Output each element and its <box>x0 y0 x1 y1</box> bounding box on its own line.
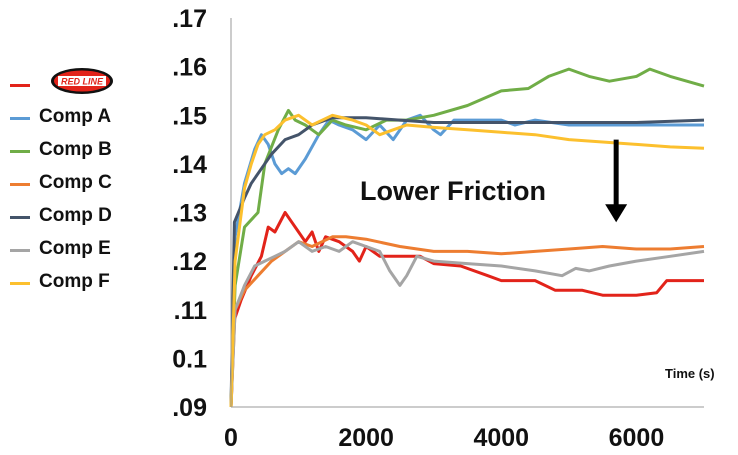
svg-text:RED LINE: RED LINE <box>61 77 104 87</box>
red-line-logo: RED LINE <box>51 68 113 94</box>
legend-label: Comp C <box>39 172 112 193</box>
lower-friction-arrow <box>605 139 628 223</box>
y-tick-label: .11 <box>174 297 207 325</box>
x-tick-label: 0 <box>224 424 238 452</box>
legend-label: Comp B <box>39 139 112 160</box>
series-line-redline <box>229 211 704 408</box>
legend-swatch <box>10 216 30 219</box>
x-tick-label: 6000 <box>609 424 665 452</box>
y-tick-label: .17 <box>172 5 207 33</box>
x-tick-label: 4000 <box>473 424 529 452</box>
series-line-comp-c <box>229 235 705 408</box>
legend-label: Comp A <box>39 106 112 127</box>
arrow-head <box>605 204 628 223</box>
x-tick-label: 2000 <box>338 424 394 452</box>
legend-swatch <box>10 249 30 252</box>
legend-swatch <box>10 183 30 186</box>
series-line-comp-a <box>229 113 704 408</box>
legend-swatch <box>10 84 30 87</box>
series-lines <box>229 67 705 408</box>
y-tick-label: .14 <box>172 151 207 179</box>
legend-label: Comp E <box>39 238 111 259</box>
y-tick-label: .15 <box>172 102 207 130</box>
y-tick-label: .13 <box>172 200 207 228</box>
x-axis-ticks: 0 2000 4000 6000 <box>224 424 664 452</box>
legend-swatch <box>10 150 30 153</box>
x-axis-label: Time (s) <box>665 366 715 381</box>
y-tick-label: .12 <box>172 248 207 276</box>
series-line-comp-f <box>229 113 705 408</box>
legend-label: Comp F <box>39 271 110 292</box>
y-tick-label: 0.1 <box>172 345 207 373</box>
legend-label: Comp D <box>39 205 112 226</box>
y-tick-label: .16 <box>172 54 207 82</box>
legend-swatch <box>10 282 30 285</box>
legend-swatch <box>10 117 30 120</box>
y-tick-label: .09 <box>172 394 207 422</box>
series-line-comp-e <box>229 240 705 408</box>
y-axis-ticks: .09 0.1 .11 .12 .13 .14 .15 .16 .17 <box>172 5 207 422</box>
lower-friction-annotation: Lower Friction <box>360 176 546 206</box>
